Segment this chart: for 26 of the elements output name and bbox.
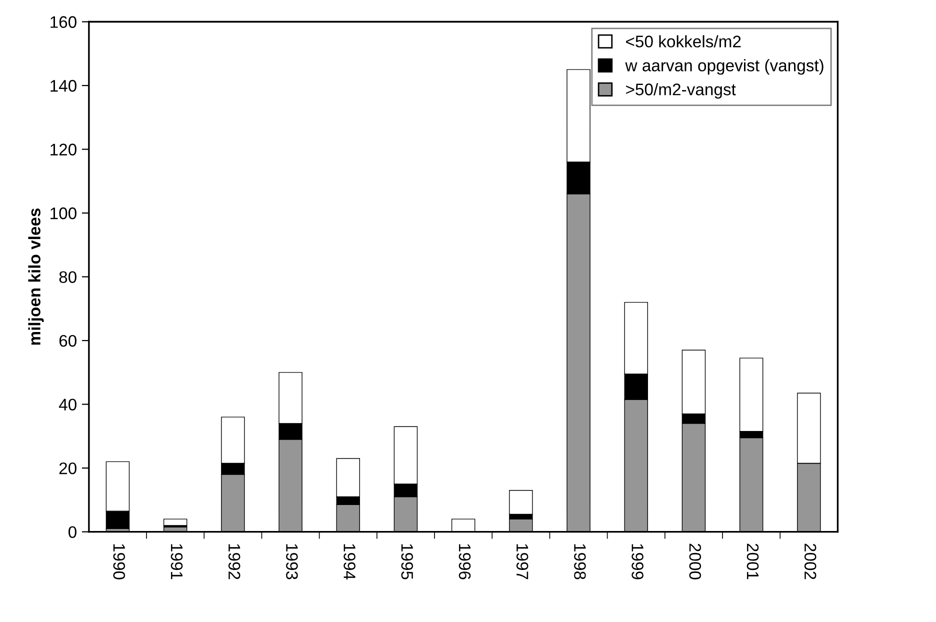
y-tick-label: 160 — [50, 16, 76, 28]
y-tick-label: 60 — [59, 334, 76, 347]
y-axis-title: miljoen kilo vlees — [28, 208, 44, 345]
y-tick-label: 80 — [59, 271, 76, 283]
x-tick-label: 1999 — [632, 544, 644, 580]
y-tick-label: 120 — [50, 144, 76, 156]
x-tick-label: 1994 — [344, 544, 356, 580]
legend-label: <50 kokkels/m2 — [626, 35, 741, 48]
x-tick-label: 1993 — [286, 544, 298, 580]
y-tick-label: 140 — [50, 80, 76, 92]
y-tick-label: 40 — [58, 398, 76, 411]
x-tick-label: 1992 — [228, 544, 240, 580]
x-tick-label: 2000 — [689, 544, 702, 580]
x-tick-label: 1990 — [113, 544, 126, 580]
y-tick-label: 100 — [50, 207, 76, 220]
y-tick-label: 0 — [68, 526, 76, 538]
x-tick-label: 1991 — [170, 544, 183, 580]
x-tick-label: 2002 — [804, 544, 816, 580]
x-tick-label: 1995 — [401, 544, 414, 580]
x-tick-label: 2001 — [746, 544, 759, 580]
x-tick-label: 1997 — [516, 544, 528, 580]
x-tick-label: 1996 — [458, 544, 471, 580]
y-tick-label: 20 — [59, 462, 76, 474]
legend-label: w aarvan opgevist (vangst) — [625, 59, 824, 75]
legend-label: >50/m2-vangst — [626, 83, 736, 99]
x-tick-label: 1998 — [574, 544, 586, 580]
